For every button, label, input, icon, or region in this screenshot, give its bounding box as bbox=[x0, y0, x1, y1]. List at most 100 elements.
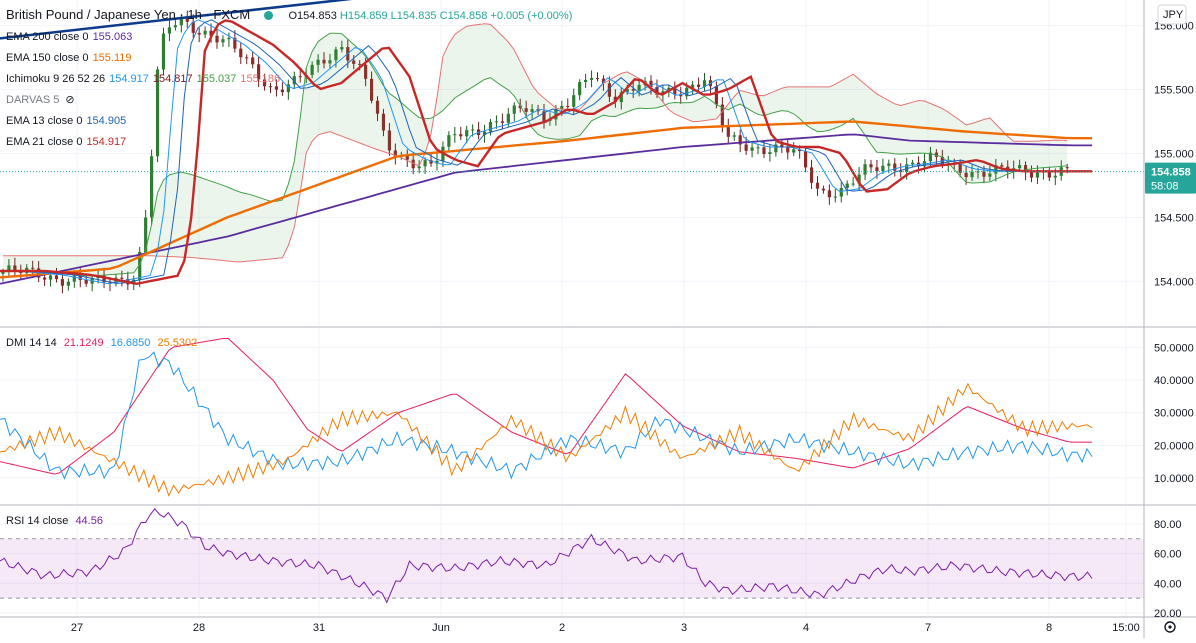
settings-gear-icon[interactable] bbox=[1164, 621, 1176, 633]
candle-body bbox=[530, 109, 534, 112]
candle bbox=[673, 81, 677, 100]
indicator-legend-row[interactable]: DARVAS 5 ⊘ bbox=[6, 93, 75, 107]
time-tick-label: 15:00 bbox=[1112, 622, 1140, 634]
candle-body bbox=[815, 182, 820, 189]
candle-body bbox=[756, 147, 760, 149]
indicator-label: EMA 21 close 0 bbox=[6, 136, 83, 148]
candle bbox=[732, 131, 736, 142]
candle bbox=[786, 139, 790, 160]
candle-body bbox=[197, 32, 201, 35]
candle bbox=[845, 180, 849, 196]
ohlc-low: L154.835 bbox=[390, 10, 437, 22]
candle-body bbox=[649, 80, 653, 88]
candle-body bbox=[358, 63, 362, 65]
candle-body bbox=[120, 277, 124, 279]
candle-body bbox=[1, 271, 5, 274]
candle bbox=[702, 72, 707, 92]
candle bbox=[328, 53, 332, 70]
candle-body bbox=[839, 188, 843, 197]
ema150-line bbox=[0, 120, 1092, 279]
candle bbox=[744, 136, 748, 155]
candle bbox=[66, 278, 70, 291]
time-tick-label: 4 bbox=[803, 622, 809, 634]
candle-body bbox=[792, 149, 796, 153]
dmi-legend-label: DMI 14 14 bbox=[6, 337, 57, 349]
ichimoku-span-b-line bbox=[3, 23, 1068, 263]
candle bbox=[375, 96, 380, 122]
candle-body bbox=[465, 130, 469, 137]
indicator-legend-row[interactable]: EMA 13 close 0 154.905 bbox=[6, 114, 126, 128]
symbol-label: British Pound / Japanese Yen · 1h · FXCM bbox=[6, 7, 251, 22]
candle bbox=[1047, 166, 1051, 181]
candle-body bbox=[893, 163, 897, 171]
last-price-badge: 154.858 58:08 bbox=[1145, 162, 1196, 194]
indicator-legend-row[interactable]: Ichimoku 9 26 52 26 154.917 154.817 155.037… bbox=[6, 72, 280, 86]
candle-body bbox=[144, 217, 148, 252]
candle-body bbox=[679, 94, 683, 97]
candle bbox=[768, 144, 772, 162]
candle-body bbox=[488, 122, 493, 132]
candle-body bbox=[964, 172, 968, 178]
candle-body bbox=[316, 59, 320, 65]
candle bbox=[578, 79, 582, 101]
gear-ring[interactable] bbox=[1164, 621, 1176, 633]
candle bbox=[964, 165, 968, 185]
candle-body bbox=[601, 78, 606, 84]
indicator-label: EMA 150 close 0 bbox=[6, 52, 89, 64]
candle-body bbox=[631, 89, 635, 91]
dmi-legend: DMI 14 14 21.1249 16.6850 25.5302 bbox=[6, 336, 197, 350]
ohlc-high: H154.859 bbox=[339, 10, 388, 22]
candle-body bbox=[655, 87, 659, 96]
candle-body bbox=[494, 121, 499, 123]
dmi-minus-value: 16.6850 bbox=[110, 337, 151, 349]
candle bbox=[155, 66, 160, 163]
candle bbox=[239, 42, 243, 65]
candle bbox=[185, 10, 189, 28]
candle-body bbox=[851, 183, 855, 185]
candle-body bbox=[482, 131, 487, 135]
candle-body bbox=[506, 113, 510, 123]
candle-body bbox=[13, 265, 17, 271]
price-tick-label: 156.000 bbox=[1154, 21, 1194, 33]
indicator-value: 154.917 bbox=[109, 73, 149, 85]
currency-badge-bg[interactable] bbox=[1157, 4, 1187, 25]
indicator-value: 154.817 bbox=[152, 73, 193, 85]
candle-body bbox=[411, 159, 415, 169]
candle-body bbox=[435, 160, 439, 164]
rsi-legend-label: RSI 14 close bbox=[6, 515, 69, 527]
candle-body bbox=[251, 57, 255, 65]
currency-badge-label[interactable]: JPY bbox=[1163, 9, 1184, 21]
dmi-tick-label: 10.0000 bbox=[1154, 473, 1194, 485]
candle bbox=[488, 118, 493, 136]
candle-body bbox=[60, 279, 65, 286]
candle bbox=[893, 158, 897, 177]
candle bbox=[292, 71, 296, 90]
candle-body bbox=[887, 163, 891, 166]
candle bbox=[233, 30, 237, 53]
candle-body bbox=[691, 84, 695, 88]
candle-body bbox=[595, 78, 600, 80]
candle bbox=[245, 54, 249, 65]
candle-body bbox=[845, 183, 849, 189]
candle-body bbox=[696, 84, 701, 87]
gear-center[interactable] bbox=[1168, 625, 1172, 629]
candle-body bbox=[1029, 172, 1034, 178]
candle bbox=[167, 19, 172, 42]
currency-badge[interactable]: JPY bbox=[1157, 4, 1187, 25]
hidden-eye-icon[interactable]: ⊘ bbox=[65, 94, 75, 106]
candle-body bbox=[970, 171, 974, 178]
rsi-tick-label: 60.00 bbox=[1154, 549, 1182, 561]
candle-body bbox=[66, 281, 70, 286]
candle-body bbox=[994, 165, 998, 174]
indicator-legend-row[interactable]: EMA 150 close 0 155.119 bbox=[6, 51, 132, 65]
chart-title: British Pound / Japanese Yen · 1h · FXCM… bbox=[6, 7, 572, 22]
candle-body bbox=[54, 275, 59, 280]
indicator-legend-row[interactable]: EMA 200 close 0 155.063 bbox=[6, 30, 132, 44]
candle-body bbox=[280, 89, 285, 93]
indicator-value: 155.119 bbox=[92, 52, 132, 64]
candle bbox=[465, 125, 469, 144]
indicator-value: 154.917 bbox=[86, 136, 127, 148]
indicator-legend-row[interactable]: EMA 21 close 0 154.917 bbox=[6, 135, 126, 149]
candle-body bbox=[221, 39, 225, 43]
